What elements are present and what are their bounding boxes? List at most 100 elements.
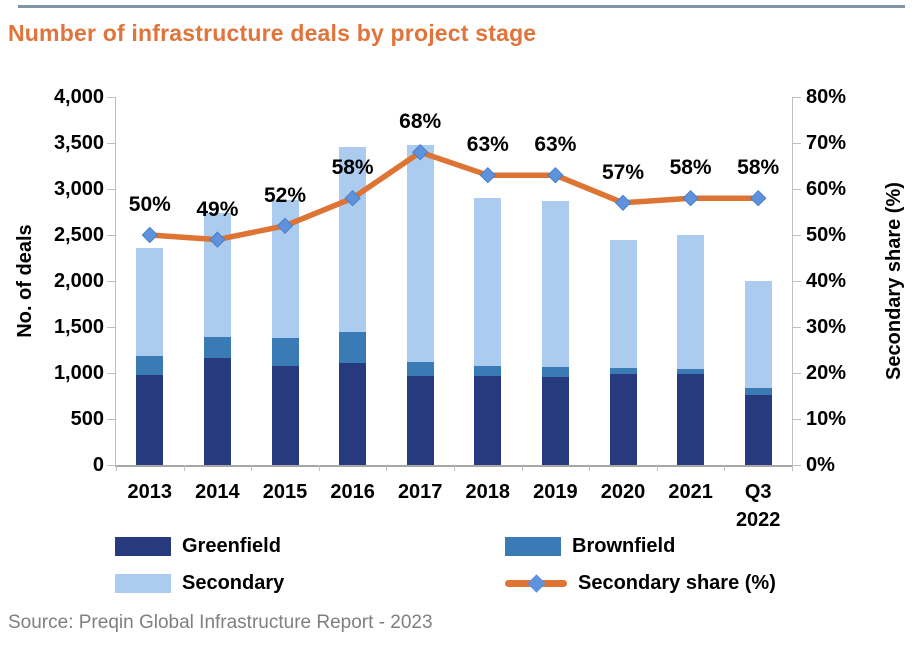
legend-item-brownfield: Brownfield: [505, 534, 675, 558]
bar-segment-greenfield: [541, 376, 569, 465]
bar-segment-greenfield: [677, 373, 705, 465]
bar-segment-secondary: [744, 281, 772, 389]
x-axis-tick: [589, 465, 591, 471]
bar-segment-brownfield: [474, 365, 502, 376]
source-citation: Source: Preqin Global Infrastructure Rep…: [8, 612, 433, 633]
share-data-label: 49%: [196, 197, 239, 221]
left-axis-line: [115, 97, 116, 465]
left-axis-tick: [107, 235, 115, 236]
share-line-marker: [209, 231, 226, 248]
x-tick-label: 2018: [465, 481, 511, 503]
right-axis-tick: [793, 281, 801, 282]
secondary-share-line: [141, 143, 767, 248]
legend-label: Brownfield: [572, 534, 676, 557]
left-axis-tick: [107, 465, 115, 466]
left-axis-tick-label: 2,500: [53, 224, 104, 246]
x-tick-label: 2020: [600, 481, 646, 503]
bar-segment-brownfield: [136, 356, 164, 375]
bar-segment-brownfield: [203, 336, 231, 359]
x-axis-tick: [656, 465, 658, 471]
x-axis-tick: [116, 465, 117, 471]
x-tick-label: Q3 2022: [735, 481, 781, 531]
x-axis-tick: [183, 465, 185, 471]
left-axis-tick-label: 1,500: [53, 316, 104, 338]
x-axis-tick: [724, 465, 726, 471]
right-axis-tick: [793, 235, 801, 236]
x-axis-tick: [454, 465, 455, 471]
x-tick-label: 2019: [533, 481, 578, 503]
left-axis-tick-label: 3,000: [53, 178, 104, 200]
top-border-line: [18, 5, 905, 8]
bar-segment-greenfield: [744, 394, 772, 465]
right-axis-tick: [793, 419, 801, 420]
right-axis-tick: [793, 465, 801, 466]
left-axis-tick: [107, 419, 115, 420]
right-axis-tick: [793, 373, 801, 374]
x-tick-label: 2013: [127, 481, 173, 503]
bar-segment-brownfield: [677, 368, 705, 374]
share-data-label: 58%: [669, 156, 712, 180]
right-axis-tick-label: 30%: [806, 316, 847, 338]
bar-segment-brownfield: [271, 338, 299, 366]
left-axis-tick: [107, 373, 115, 374]
share-line-marker: [682, 189, 699, 207]
share-line-marker: [276, 217, 294, 235]
share-line-marker: [749, 189, 767, 207]
legend-swatch-rect: [115, 536, 171, 556]
share-line-marker: [479, 166, 497, 184]
bar-segment-secondary: [677, 235, 705, 369]
bar-segment-brownfield: [744, 388, 772, 395]
bar-segment-brownfield: [541, 367, 569, 377]
bar-segment-greenfield: [406, 375, 434, 465]
share-line-marker: [547, 166, 564, 184]
share-data-label: 63%: [466, 133, 509, 157]
share-line-path: [147, 149, 761, 243]
legend-swatch-rect: [505, 536, 561, 556]
bar-segment-secondary: [474, 198, 502, 366]
x-axis-tick: [386, 465, 388, 471]
left-axis-tick-label: 1,000: [53, 362, 104, 384]
share-data-label: 50%: [128, 193, 171, 216]
share-data-label: 68%: [399, 110, 442, 134]
right-axis-tick: [793, 97, 801, 98]
legend-item-secondary: Secondary: [115, 571, 284, 595]
x-axis-tick: [792, 465, 793, 471]
bar-segment-brownfield: [609, 368, 637, 375]
right-axis-tick: [793, 327, 801, 328]
bar-segment-secondary: [609, 239, 637, 369]
share-data-label: 57%: [601, 160, 645, 184]
bar-segment-greenfield: [271, 365, 299, 465]
legend-item-greenfield: Greenfield: [115, 534, 281, 558]
x-axis-tick: [521, 465, 523, 471]
right-axis-tick-label: 40%: [806, 270, 847, 292]
x-axis-tick: [318, 465, 320, 471]
right-axis-tick-label: 50%: [806, 224, 847, 246]
right-axis-tick-label: 60%: [806, 178, 847, 200]
right-axis-tick: [793, 143, 801, 144]
legend-label: Secondary: [182, 571, 285, 594]
chart-title: Number of infrastructure deals by projec…: [8, 20, 537, 46]
x-tick-label: 2016: [330, 481, 375, 503]
share-data-label: 58%: [331, 156, 374, 180]
left-axis-tick: [107, 281, 115, 282]
bar-segment-secondary: [541, 200, 569, 368]
share-data-label: 63%: [534, 133, 577, 157]
share-line-marker: [411, 143, 429, 161]
right-axis-tick-label: 10%: [806, 408, 847, 430]
x-tick-label: 2021: [668, 481, 713, 503]
bar-segment-greenfield: [136, 374, 164, 465]
legend-line-marker-icon: [527, 573, 546, 593]
left-axis-tick-label: 2,000: [53, 270, 104, 292]
left-axis-tick-label: 3,500: [53, 132, 104, 154]
left-axis-tick-label: 0: [92, 454, 104, 476]
legend-item-secondary-share: Secondary share (%): [505, 571, 776, 595]
bar-segment-secondary: [339, 146, 367, 332]
legend-label: Secondary share (%): [578, 571, 776, 594]
legend-swatch-rect: [115, 573, 171, 593]
share-data-label: 52%: [263, 183, 307, 207]
left-axis-tick-label: 4,000: [53, 86, 104, 108]
legend-swatch-line: [505, 573, 567, 593]
share-line-marker: [344, 189, 361, 207]
share-line-marker: [141, 226, 159, 244]
bar-segment-secondary: [406, 144, 434, 363]
